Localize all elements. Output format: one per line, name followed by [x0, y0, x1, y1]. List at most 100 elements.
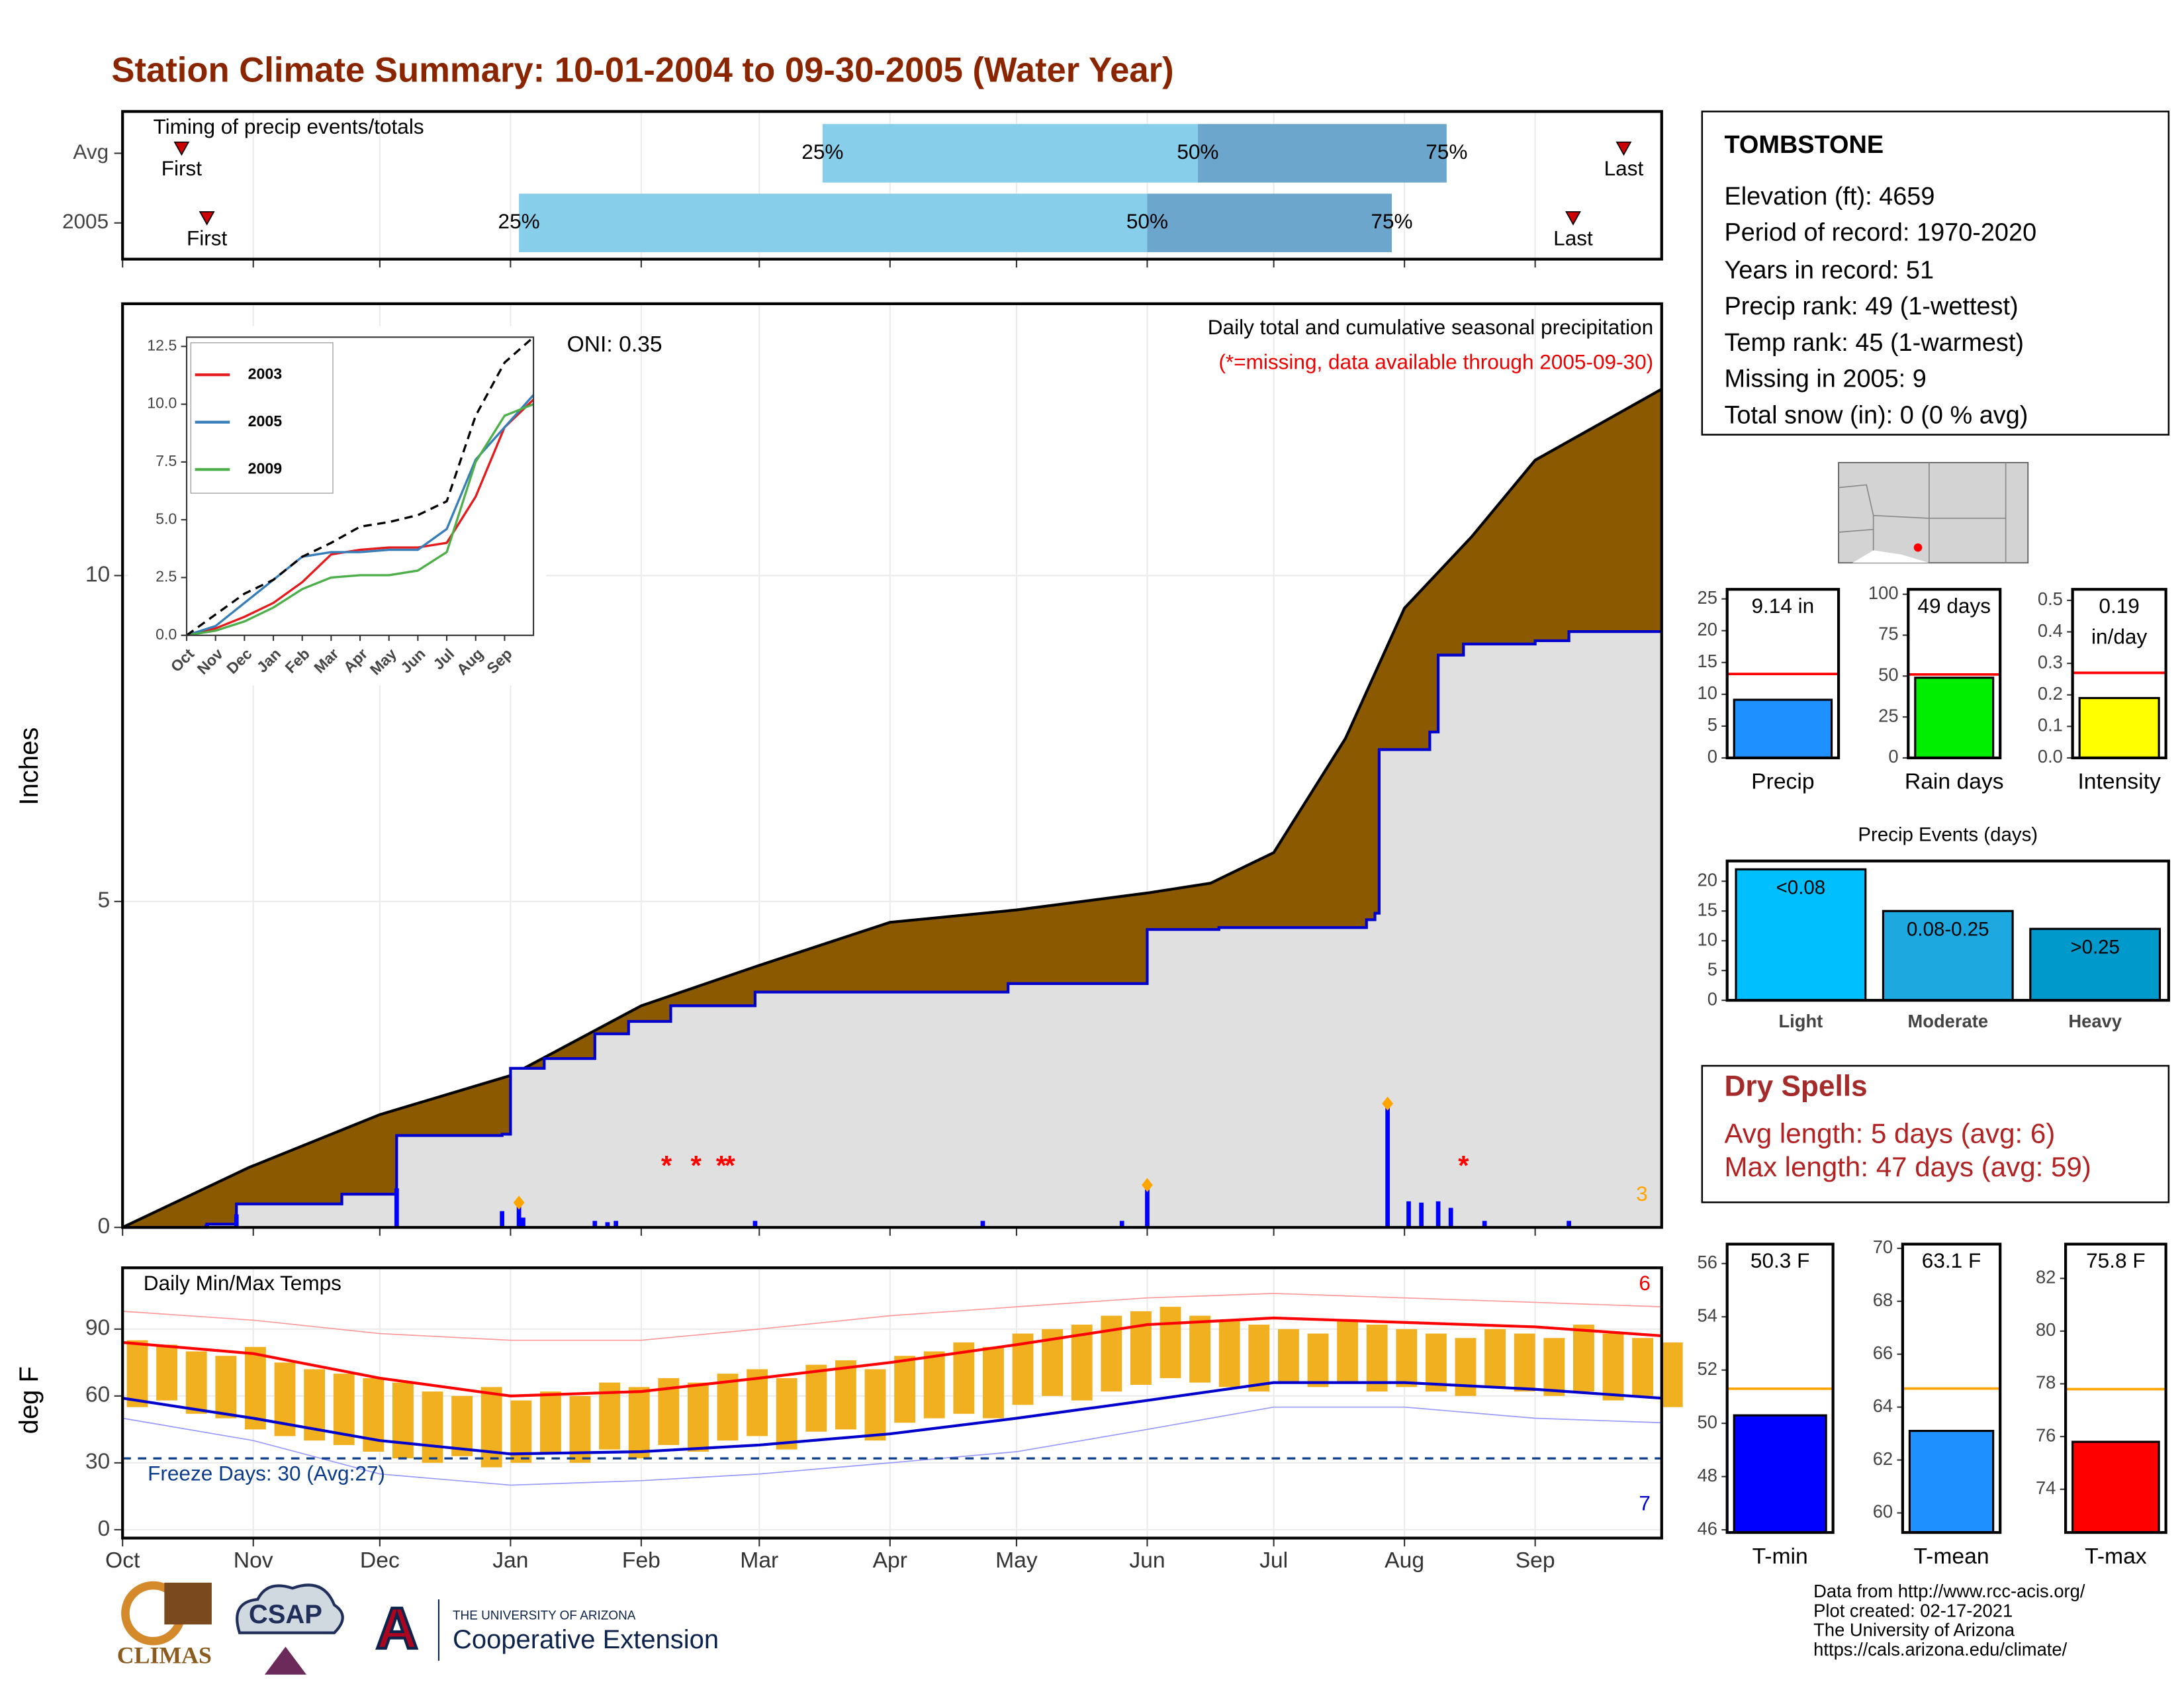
daily-bar — [394, 1188, 399, 1228]
temp-range-bar — [1101, 1315, 1122, 1392]
events-title: Precip Events (days) — [1858, 824, 2038, 846]
x-tick-label: Nov — [234, 1548, 273, 1573]
daily-bar — [205, 1224, 210, 1228]
climas-block — [164, 1582, 212, 1624]
map-bg — [1838, 461, 2029, 564]
daily-bar — [234, 1214, 239, 1228]
value-label-box: 49 days — [1917, 595, 1991, 619]
station-line: Precip rank: 49 (1-wettest) — [1724, 293, 2018, 320]
daily-bar — [1406, 1201, 1411, 1228]
temp-range-bar — [1248, 1325, 1270, 1392]
x-tick-label: Apr — [873, 1548, 907, 1573]
quartile-bar — [1197, 124, 1447, 183]
y-tick-label: 74 — [2036, 1477, 2056, 1498]
y-tick-label: 20 — [1698, 869, 1717, 890]
missing-marker: * — [716, 1150, 727, 1181]
precip-heading: Daily total and cumulative seasonal prec… — [1208, 315, 1653, 339]
gauge-bar — [1914, 677, 1995, 759]
y-tick-label: 54 — [1698, 1305, 1717, 1325]
gauge-bar — [1908, 1430, 1995, 1534]
quartile-label: 75% — [1426, 140, 1467, 164]
temp-range-bar — [805, 1364, 827, 1432]
x-tick-label: Aug — [1385, 1548, 1424, 1573]
station-name: TOMBSTONE — [1724, 131, 1884, 159]
daily-bar — [1482, 1221, 1487, 1228]
y-tick-label: 76 — [2036, 1425, 2056, 1445]
precip-note: (*=missing, data available through 2005-… — [1218, 350, 1653, 374]
temp-range-bar — [185, 1351, 207, 1414]
event-label: Last — [1604, 156, 1644, 180]
temp-range-bar — [451, 1395, 473, 1456]
gauge-frame — [1725, 588, 1841, 760]
y-tick-label: 68 — [1873, 1289, 1893, 1310]
y-tick-label: 0.1 — [2038, 715, 2063, 735]
daily-bar — [521, 1217, 525, 1228]
gauge-bar — [2078, 696, 2160, 759]
daily-bar — [516, 1202, 522, 1228]
gauge-frame — [2071, 588, 2167, 760]
footer-line: https://cals.arizona.edu/climate/ — [1813, 1639, 2067, 1660]
y-tick-label: 10.0 — [147, 395, 177, 412]
y-tick-label: 70 — [1873, 1237, 1893, 1257]
temp-range-bar — [1337, 1320, 1359, 1383]
missing-marker: * — [1458, 1150, 1469, 1181]
legend-label: 2003 — [248, 365, 283, 382]
csap-cloud — [236, 1583, 344, 1634]
station-line: Elevation (ft): 4659 — [1724, 183, 1934, 211]
row-label: 2005 — [62, 209, 109, 233]
temp-range-bar — [1277, 1329, 1299, 1383]
value-label-box: 75.8 F — [2086, 1250, 2146, 1274]
missing-marker: * — [724, 1150, 735, 1181]
temp-range-bar — [1160, 1307, 1181, 1378]
temp-line — [122, 1406, 1662, 1486]
row-label: Avg — [73, 140, 109, 164]
temp-range-bar — [1602, 1333, 1624, 1401]
footer-line: Plot created: 02-17-2021 — [1813, 1600, 2013, 1620]
y-tick-label: 82 — [2036, 1266, 2056, 1287]
x-tick-label: Jan — [492, 1548, 528, 1573]
missing-marker: * — [691, 1150, 702, 1181]
event-bar — [1735, 868, 1867, 1002]
value-label: 9.14 in — [1751, 594, 1815, 619]
daily-bar — [592, 1221, 598, 1228]
y-tick-label: 0.3 — [2038, 651, 2063, 672]
cumulative-line — [122, 388, 1662, 1229]
high-count: 6 — [1639, 1271, 1651, 1295]
temp-range-bar — [1189, 1315, 1211, 1383]
x-tick-label: Jul — [1259, 1548, 1288, 1573]
event-value-label: <0.08 — [1776, 877, 1826, 899]
gauge-bar — [2071, 1440, 2160, 1534]
ua-text: THE UNIVERSITY OF ARIZONA — [453, 1609, 636, 1622]
category-label: T-mean — [1913, 1544, 1989, 1569]
value-label-box: 0.19 in/day — [2091, 594, 2148, 649]
event-label: Last — [1553, 226, 1593, 250]
csap-text: CSAP — [249, 1600, 322, 1629]
y-tick-label: 30 — [85, 1450, 110, 1474]
y-tick-label: 100 — [1868, 583, 1899, 603]
value-label: 50.3 F — [1750, 1249, 1810, 1274]
footer-line: The University of Arizona — [1813, 1620, 2015, 1640]
timing-frame — [121, 110, 1663, 261]
y-axis-label: deg F — [15, 1366, 44, 1434]
gauge-bar — [1733, 698, 1833, 759]
dry-spells-box — [1701, 1064, 2170, 1203]
daily-bar — [1145, 1185, 1150, 1228]
temp-range-bar — [1572, 1325, 1594, 1392]
category-label: Light — [1778, 1011, 1823, 1031]
event-marker — [1565, 211, 1581, 226]
y-tick-label: 75 — [1878, 624, 1898, 644]
event-value-label: >0.25 — [2070, 936, 2120, 958]
value-label: 0.19 in/day — [2091, 594, 2148, 649]
y-axis-label: Inches — [15, 727, 44, 806]
event-label: First — [187, 226, 228, 250]
y-tick-label: 7.5 — [156, 452, 177, 469]
event-bar — [1882, 910, 2014, 1002]
freeze-label: Freeze Days: 30 (Avg:27) — [148, 1462, 385, 1485]
y-tick-label: 25 — [1878, 705, 1898, 726]
temp-title: Daily Min/Max Temps — [144, 1271, 341, 1295]
y-tick-label: 0.0 — [2038, 746, 2063, 767]
quartile-label: 25% — [498, 209, 540, 233]
station-dot — [1913, 543, 1923, 552]
